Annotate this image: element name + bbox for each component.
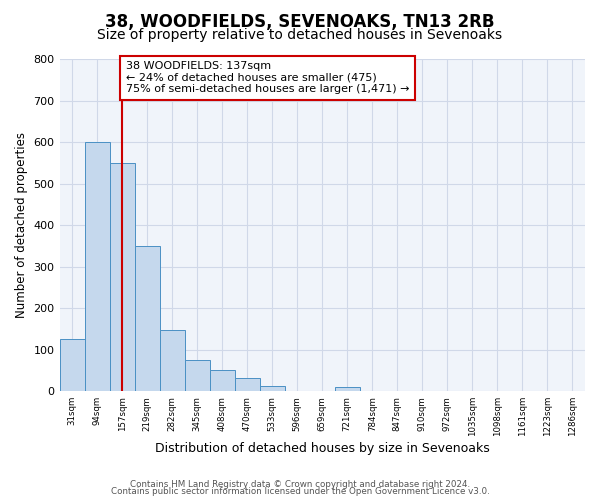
Bar xyxy=(185,360,209,391)
Y-axis label: Number of detached properties: Number of detached properties xyxy=(15,132,28,318)
Bar xyxy=(335,387,360,391)
Bar xyxy=(160,330,185,391)
X-axis label: Distribution of detached houses by size in Sevenoaks: Distribution of detached houses by size … xyxy=(155,442,490,455)
Text: Contains HM Land Registry data © Crown copyright and database right 2024.: Contains HM Land Registry data © Crown c… xyxy=(130,480,470,489)
Text: Contains public sector information licensed under the Open Government Licence v3: Contains public sector information licen… xyxy=(110,488,490,496)
Bar xyxy=(260,386,285,391)
Text: 38, WOODFIELDS, SEVENOAKS, TN13 2RB: 38, WOODFIELDS, SEVENOAKS, TN13 2RB xyxy=(105,12,495,30)
Text: Size of property relative to detached houses in Sevenoaks: Size of property relative to detached ho… xyxy=(97,28,503,42)
Text: 38 WOODFIELDS: 137sqm
← 24% of detached houses are smaller (475)
75% of semi-det: 38 WOODFIELDS: 137sqm ← 24% of detached … xyxy=(126,61,409,94)
Bar xyxy=(110,163,134,391)
Bar xyxy=(59,340,85,391)
Bar xyxy=(235,378,260,391)
Bar xyxy=(134,246,160,391)
Bar xyxy=(209,370,235,391)
Bar xyxy=(85,142,110,391)
